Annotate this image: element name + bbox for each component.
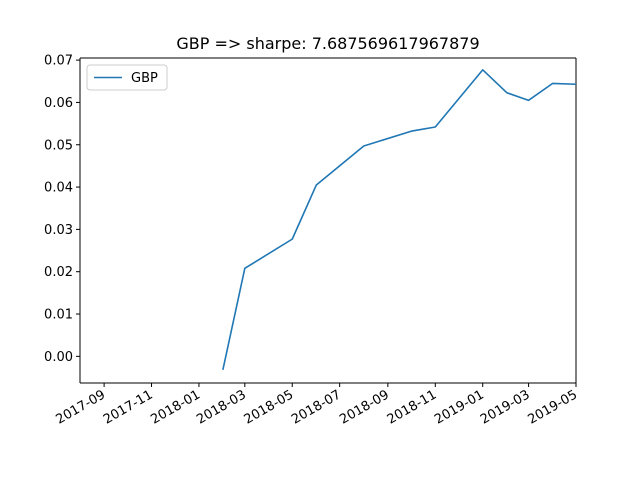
y-tick-label: 0.01 <box>44 308 73 323</box>
legend: GBP <box>86 64 168 91</box>
series-line-gbp <box>222 69 576 370</box>
chart-title: GBP => sharpe: 7.687569617967879 <box>176 34 479 53</box>
plot-area <box>79 57 577 384</box>
y-tick-label: 0.05 <box>44 138 73 153</box>
y-tick-label: 0.00 <box>44 350 73 365</box>
y-axis: 0.00 0.01 0.02 0.03 0.04 0.05 0.06 0.07 <box>44 54 80 365</box>
series-layer <box>222 69 576 370</box>
y-tick-label: 0.04 <box>44 181 73 196</box>
legend-label: GBP <box>131 71 158 86</box>
axes-spines <box>79 57 577 384</box>
y-tick-label: 0.03 <box>44 223 73 238</box>
y-tick-label: 0.07 <box>44 54 73 69</box>
legend-box <box>86 64 168 91</box>
y-tick-label: 0.02 <box>44 265 73 280</box>
plot-background <box>80 58 576 383</box>
y-tick-label: 0.06 <box>44 96 73 111</box>
